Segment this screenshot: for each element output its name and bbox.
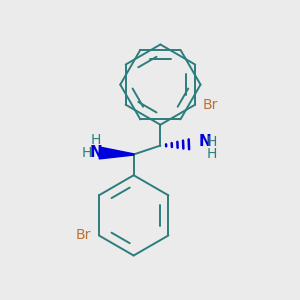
Text: Br: Br bbox=[76, 229, 92, 242]
Text: H: H bbox=[206, 135, 217, 149]
Polygon shape bbox=[99, 147, 134, 159]
Text: H: H bbox=[91, 134, 101, 148]
Text: Br: Br bbox=[202, 98, 218, 112]
Text: N: N bbox=[198, 134, 211, 149]
Text: H: H bbox=[82, 146, 92, 160]
Text: N: N bbox=[89, 146, 102, 160]
Text: H: H bbox=[206, 147, 217, 160]
